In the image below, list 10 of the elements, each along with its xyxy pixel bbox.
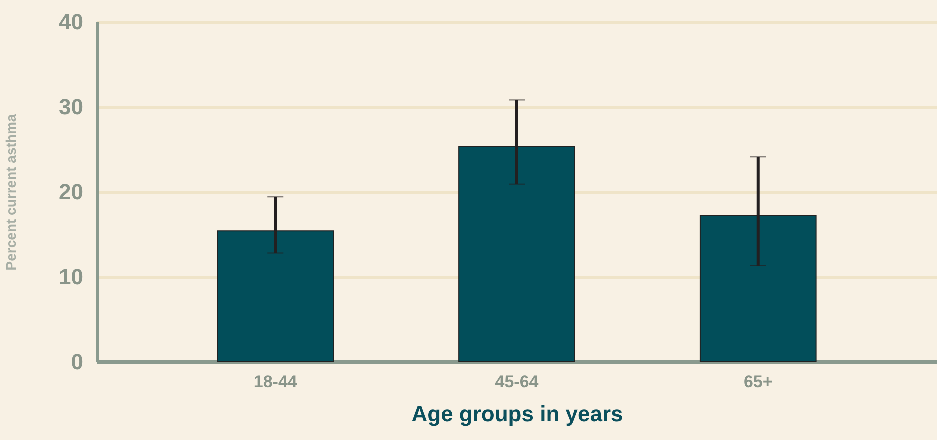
y-tick-label: 30 (59, 94, 84, 120)
x-tick-label: 18-44 (254, 372, 298, 392)
x-axis-title: Age groups in years (412, 402, 624, 426)
y-tick-label: 20 (59, 180, 84, 204)
x-tick-label: 65+ (744, 372, 773, 392)
y-tick-label: 40 (59, 10, 84, 34)
x-tick-label: 45-64 (495, 372, 540, 392)
y-axis-title: Percent current asthma (3, 114, 20, 271)
y-tick-label: 0 (71, 350, 84, 374)
y-tick-label: 10 (59, 264, 84, 290)
